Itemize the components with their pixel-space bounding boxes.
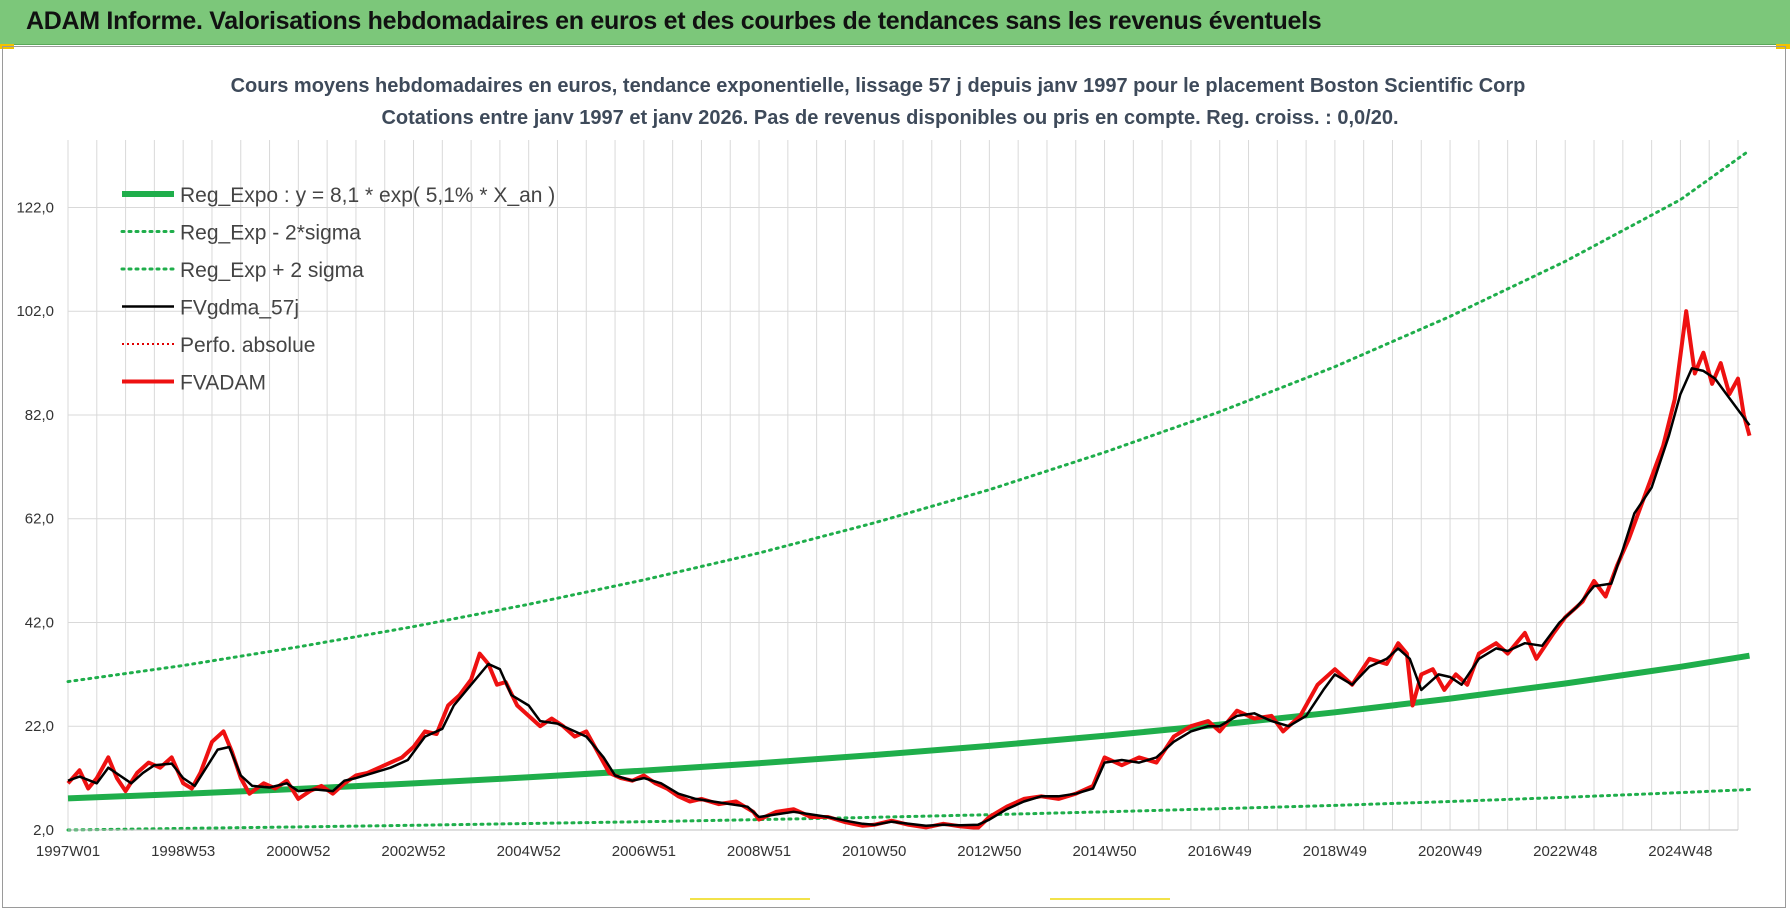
- y-tick-label: 62,0: [25, 511, 54, 528]
- y-tick-label: 42,0: [25, 614, 54, 631]
- axes: 2,0 22,0 42,0 62,0 82,0 102,0 122,0 1997W01 1998…: [16, 199, 1738, 860]
- chart-subtitle: Cotations entre janv 1997 et janv 2026. …: [381, 107, 1398, 129]
- x-tick-label: 2004W52: [497, 843, 561, 860]
- series-fvadam: [66, 309, 1752, 830]
- legend-label: Reg_Expo : y = 8,1 * exp( 5,1% * X_an ): [180, 184, 555, 207]
- legend-label: Perfo. absolue: [180, 334, 315, 357]
- x-tick-label: 1997W01: [36, 843, 100, 860]
- chart-frame: [2, 46, 1786, 908]
- y-tick-label: 22,0: [25, 718, 54, 735]
- legend: Reg_Expo : y = 8,1 * exp( 5,1% * X_an ) R…: [120, 184, 555, 395]
- x-tick-label: 2006W51: [612, 843, 676, 860]
- x-tick-label: 2018W49: [1303, 843, 1367, 860]
- y-tick-label: 82,0: [25, 407, 54, 424]
- series-reg-exp-minus-2sigma: [66, 788, 1751, 832]
- y-tick-label: 2,0: [33, 822, 54, 839]
- y-tick-label: 122,0: [16, 199, 54, 216]
- series-reg-expo: [67, 652, 1750, 802]
- legend-label: Reg_Exp - 2*sigma: [180, 222, 361, 245]
- bottom-highlight-2: [1050, 898, 1170, 900]
- legend-label: Reg_Exp + 2 sigma: [180, 259, 364, 282]
- x-tick-label: 2010W50: [842, 843, 906, 860]
- header-bar: ADAM Informe. Valorisations hebdomadaire…: [0, 0, 1790, 45]
- x-tick-label: 2002W52: [381, 843, 445, 860]
- series-fvgdma-57j: [67, 367, 1751, 828]
- x-tick-label: 2024W48: [1648, 843, 1712, 860]
- x-tick-label: 2014W50: [1072, 843, 1136, 860]
- y-tick-label: 102,0: [16, 303, 54, 320]
- series-layer: [66, 148, 1752, 832]
- grid: [67, 140, 1739, 831]
- legend-label: FVADAM: [180, 372, 266, 395]
- x-tick-label: 2000W52: [266, 843, 330, 860]
- x-tick-label: 2012W50: [957, 843, 1021, 860]
- x-tick-label: 2020W49: [1418, 843, 1482, 860]
- series-reg-exp-plus-2sigma: [66, 148, 1751, 684]
- chart-title: Cours moyens hebdomadaires en euros, ten…: [231, 75, 1526, 97]
- x-tick-label: 1998W53: [151, 843, 215, 860]
- x-tick-label: 2016W49: [1188, 843, 1252, 860]
- x-tick-label: 2008W51: [727, 843, 791, 860]
- page-title: ADAM Informe. Valorisations hebdomadaire…: [26, 7, 1322, 35]
- legend-label: FVgdma_57j: [180, 297, 299, 320]
- x-tick-label: 2022W48: [1533, 843, 1597, 860]
- bottom-highlight-1: [690, 898, 810, 900]
